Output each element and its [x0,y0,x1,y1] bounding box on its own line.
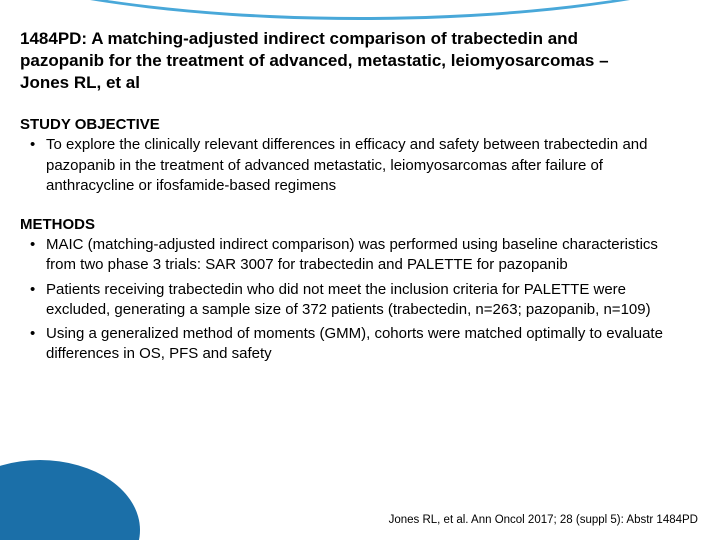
methods-item: Using a generalized method of moments (G… [20,324,692,365]
bottom-corner-decoration [0,460,140,540]
methods-heading: METHODS [20,216,692,233]
objective-heading: STUDY OBJECTIVE [20,116,692,133]
objective-list: To explore the clinically relevant diffe… [20,135,692,196]
methods-item: MAIC (matching-adjusted indirect compari… [20,235,692,276]
slide-title: 1484PD: A matching-adjusted indirect com… [20,28,692,94]
methods-item: Patients receiving trabectedin who did n… [20,280,692,321]
methods-list: MAIC (matching-adjusted indirect compari… [20,235,692,365]
slide-content: 1484PD: A matching-adjusted indirect com… [0,0,720,365]
objective-item: To explore the clinically relevant diffe… [20,135,692,196]
citation-text: Jones RL, et al. Ann Oncol 2017; 28 (sup… [389,514,698,526]
